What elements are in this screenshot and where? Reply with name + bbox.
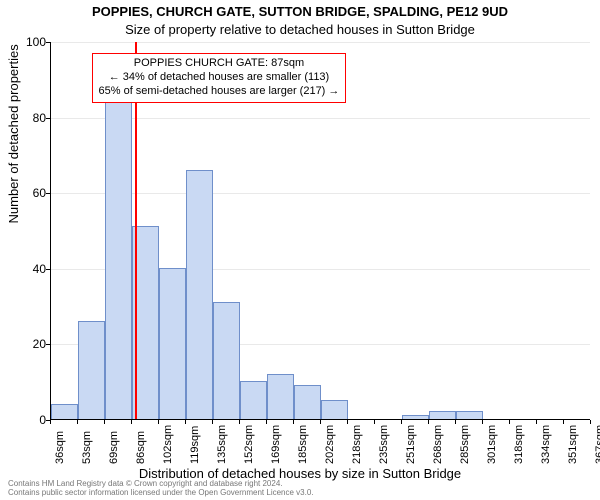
- chart-title: POPPIES, CHURCH GATE, SUTTON BRIDGE, SPA…: [0, 4, 600, 19]
- x-tick-label: 285sqm: [459, 425, 471, 464]
- annotation-line: ← 34% of detached houses are smaller (11…: [99, 71, 340, 85]
- x-tick-mark: [563, 420, 564, 424]
- x-tick-mark: [374, 420, 375, 424]
- histogram-bar: [456, 411, 483, 419]
- y-tick-label: 40: [6, 262, 46, 276]
- footer-line: Contains public sector information licen…: [8, 489, 314, 498]
- x-tick-label: 86sqm: [135, 431, 147, 464]
- y-tick-label: 0: [6, 413, 46, 427]
- x-tick-label: 367sqm: [594, 425, 600, 464]
- x-tick-mark: [239, 420, 240, 424]
- y-tick-label: 60: [6, 186, 46, 200]
- x-tick-mark: [266, 420, 267, 424]
- histogram-bar: [294, 385, 321, 419]
- y-tick-mark: [46, 344, 50, 345]
- x-tick-label: 53sqm: [81, 431, 93, 464]
- x-tick-mark: [509, 420, 510, 424]
- x-tick-label: 202sqm: [324, 425, 336, 464]
- x-tick-mark: [158, 420, 159, 424]
- histogram-bar: [51, 404, 78, 419]
- footer-attribution: Contains HM Land Registry data © Crown c…: [8, 480, 314, 498]
- histogram-bar: [186, 170, 213, 419]
- plot-area: POPPIES CHURCH GATE: 87sqm← 34% of detac…: [50, 42, 590, 420]
- annotation-line: POPPIES CHURCH GATE: 87sqm: [99, 57, 340, 71]
- x-tick-label: 119sqm: [189, 426, 201, 464]
- y-tick-label: 100: [6, 35, 46, 49]
- histogram-bar: [213, 302, 240, 419]
- y-tick-mark: [46, 118, 50, 119]
- x-tick-label: 102sqm: [162, 425, 174, 464]
- histogram-bar: [321, 400, 348, 419]
- y-tick-mark: [46, 42, 50, 43]
- x-tick-label: 351sqm: [567, 425, 579, 464]
- x-tick-label: 36sqm: [54, 431, 66, 464]
- x-tick-label: 218sqm: [351, 425, 363, 464]
- x-tick-mark: [131, 420, 132, 424]
- x-tick-label: 135sqm: [216, 425, 228, 464]
- histogram-bar: [429, 411, 456, 419]
- x-tick-mark: [455, 420, 456, 424]
- x-tick-mark: [320, 420, 321, 424]
- x-tick-label: 318sqm: [513, 425, 525, 464]
- annotation-box: POPPIES CHURCH GATE: 87sqm← 34% of detac…: [92, 53, 347, 102]
- x-tick-label: 185sqm: [297, 425, 309, 464]
- histogram-bar: [78, 321, 105, 419]
- histogram-bar: [402, 415, 429, 419]
- x-tick-mark: [401, 420, 402, 424]
- chart-subtitle: Size of property relative to detached ho…: [0, 22, 600, 37]
- x-tick-label: 69sqm: [108, 431, 120, 464]
- x-tick-label: 334sqm: [540, 425, 552, 464]
- x-tick-label: 268sqm: [432, 425, 444, 464]
- gridline: [51, 42, 590, 43]
- x-tick-mark: [482, 420, 483, 424]
- x-tick-label: 169sqm: [270, 425, 282, 464]
- x-tick-label: 235sqm: [378, 425, 390, 464]
- histogram-bar: [159, 268, 186, 419]
- annotation-line: 65% of semi-detached houses are larger (…: [99, 85, 340, 99]
- x-tick-mark: [428, 420, 429, 424]
- x-tick-mark: [347, 420, 348, 424]
- x-tick-label: 251sqm: [405, 425, 417, 464]
- x-tick-mark: [536, 420, 537, 424]
- x-tick-mark: [50, 420, 51, 424]
- x-tick-mark: [77, 420, 78, 424]
- histogram-bar: [240, 381, 267, 419]
- y-tick-mark: [46, 269, 50, 270]
- y-tick-label: 80: [6, 111, 46, 125]
- histogram-bar: [105, 86, 132, 419]
- histogram-bar: [267, 374, 294, 419]
- x-tick-mark: [185, 420, 186, 424]
- y-tick-label: 20: [6, 337, 46, 351]
- x-tick-mark: [293, 420, 294, 424]
- y-tick-mark: [46, 193, 50, 194]
- x-tick-label: 152sqm: [243, 425, 255, 464]
- x-tick-mark: [590, 420, 591, 424]
- chart-container: POPPIES, CHURCH GATE, SUTTON BRIDGE, SPA…: [0, 0, 600, 500]
- x-tick-label: 301sqm: [486, 425, 498, 464]
- x-tick-mark: [104, 420, 105, 424]
- x-tick-mark: [212, 420, 213, 424]
